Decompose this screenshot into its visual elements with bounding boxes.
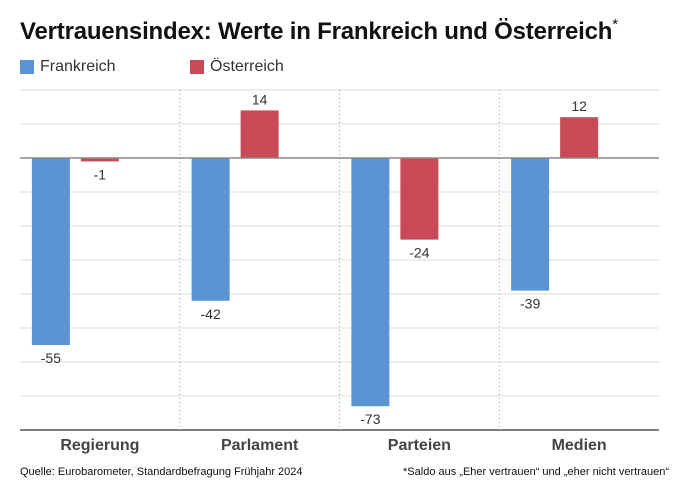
- category-label: Medien: [552, 437, 607, 454]
- title-footnote-marker: *: [612, 16, 618, 33]
- data-label: -55: [41, 350, 61, 366]
- legend-label-frankreich: Frankreich: [40, 58, 116, 75]
- data-label: -42: [201, 306, 221, 322]
- data-label: -73: [360, 411, 380, 427]
- legend-swatch-frankreich: [20, 60, 34, 74]
- chart-title-text: Vertrauensindex: Werte in Frankreich und…: [20, 18, 613, 45]
- data-label: 14: [252, 91, 268, 107]
- source-note: Quelle: Eurobarometer, Standardbefragung…: [20, 466, 303, 478]
- data-label: -39: [520, 296, 540, 312]
- legend-swatch-oesterreich: [190, 60, 204, 74]
- bar-österreich-regierung: [80, 158, 119, 162]
- bar-frankreich-medien: [511, 158, 550, 291]
- bar-frankreich-parlament: [191, 158, 230, 301]
- saldo-note: *Saldo aus „Eher vertrauen“ und „eher ni…: [403, 466, 669, 478]
- data-label: 12: [571, 98, 587, 114]
- bar-österreich-parlament: [240, 110, 279, 158]
- bar-österreich-medien: [560, 117, 599, 158]
- chart-title: Vertrauensindex: Werte in Frankreich und…: [20, 16, 618, 46]
- bar-frankreich-regierung: [31, 158, 70, 345]
- category-label: Parteien: [388, 437, 451, 454]
- bar-frankreich-parteien: [351, 158, 390, 407]
- category-label: Regierung: [60, 437, 139, 454]
- legend-item-oesterreich: Österreich: [190, 58, 284, 76]
- data-label: -1: [94, 166, 107, 182]
- category-label: Parlament: [221, 437, 299, 454]
- legend-label-oesterreich: Österreich: [210, 58, 284, 75]
- data-label: -24: [409, 245, 429, 261]
- legend-item-frankreich: Frankreich: [20, 58, 116, 76]
- bar-österreich-parteien: [400, 158, 439, 240]
